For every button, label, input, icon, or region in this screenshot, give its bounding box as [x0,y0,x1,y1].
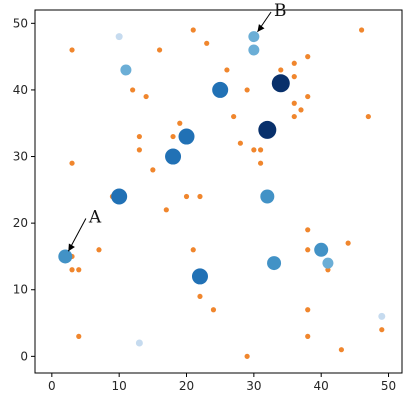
small-point-47 [358,27,365,33]
small-point-30 [257,147,264,153]
small-point-1 [69,160,75,166]
annotation-label-A: A [88,207,102,227]
small-point-16 [177,120,183,126]
x-tick-label-10: 10 [112,379,127,393]
small-point-32 [278,67,284,73]
y-tick-label-50: 50 [13,16,28,30]
small-point-38 [305,54,311,60]
large-point-7 [191,268,208,285]
small-point-12 [150,167,156,173]
large-point-14 [271,74,290,93]
small-point-33 [291,60,297,66]
x-tick-label-50: 50 [381,379,396,393]
small-point-45 [338,347,344,353]
small-point-22 [204,40,210,46]
small-point-40 [305,227,311,233]
large-point-17 [378,312,386,320]
small-point-43 [305,333,311,339]
small-point-9 [136,133,142,140]
y-tick-label-10: 10 [13,283,28,297]
y-axis-ticks: 0 10 20 30 40 50 [13,16,35,363]
large-point-6 [178,128,195,145]
small-point-14 [163,207,169,213]
small-point-4 [76,267,82,273]
small-point-37 [298,107,304,113]
large-points-layer [58,31,386,347]
large-point-8 [212,81,229,98]
small-point-15 [170,133,176,140]
small-point-26 [237,140,243,146]
small-point-29 [251,147,257,153]
small-point-6 [96,247,102,253]
small-point-8 [130,87,136,93]
small-point-18 [190,27,196,33]
large-point-9 [248,31,260,43]
y-tick-label-40: 40 [13,83,28,97]
small-point-46 [345,240,351,246]
large-point-5 [165,148,182,165]
small-point-3 [69,267,75,273]
small-point-36 [291,113,297,120]
x-tick-label-30: 30 [246,379,261,393]
y-tick-label-0: 0 [20,349,28,363]
large-point-13 [267,256,282,271]
large-point-2 [115,33,123,41]
x-axis-ticks: 0 10 20 30 40 50 [48,373,396,393]
large-point-12 [260,189,275,204]
small-point-17 [183,193,190,200]
small-point-20 [197,193,203,200]
small-point-23 [210,307,217,313]
large-point-10 [248,44,260,56]
small-point-5 [76,333,82,339]
small-point-27 [244,87,250,93]
large-point-16 [322,257,334,269]
large-point-0 [58,249,73,264]
small-point-39 [305,93,311,100]
small-point-48 [365,113,371,120]
small-point-21 [197,293,203,300]
small-point-42 [305,307,311,313]
small-point-41 [305,247,311,253]
small-point-25 [231,113,237,120]
annotation-arrowhead-B [257,24,265,32]
small-point-28 [244,353,250,359]
small-point-19 [190,247,196,253]
large-point-1 [111,188,128,205]
small-point-10 [136,147,142,153]
plot-area-frame [34,9,403,374]
large-point-3 [120,64,132,76]
small-point-11 [143,93,149,100]
small-point-0 [69,47,75,53]
small-point-35 [291,100,297,106]
y-tick-label-30: 30 [13,150,28,164]
x-tick-label-20: 20 [179,379,194,393]
small-point-44 [325,267,331,273]
x-tick-label-40: 40 [314,379,329,393]
small-point-31 [257,160,264,166]
small-point-24 [224,67,230,73]
large-point-15 [314,242,329,257]
small-point-34 [291,74,297,80]
large-point-11 [258,120,277,139]
x-tick-label-0: 0 [48,379,56,393]
large-point-4 [135,339,143,347]
y-tick-label-20: 20 [13,216,28,230]
annotations-layer: AB [67,1,287,252]
annotation-arrowhead-A [68,243,75,252]
annotation-label-B: B [274,1,287,21]
small-point-49 [379,327,385,333]
small-point-13 [156,47,163,53]
